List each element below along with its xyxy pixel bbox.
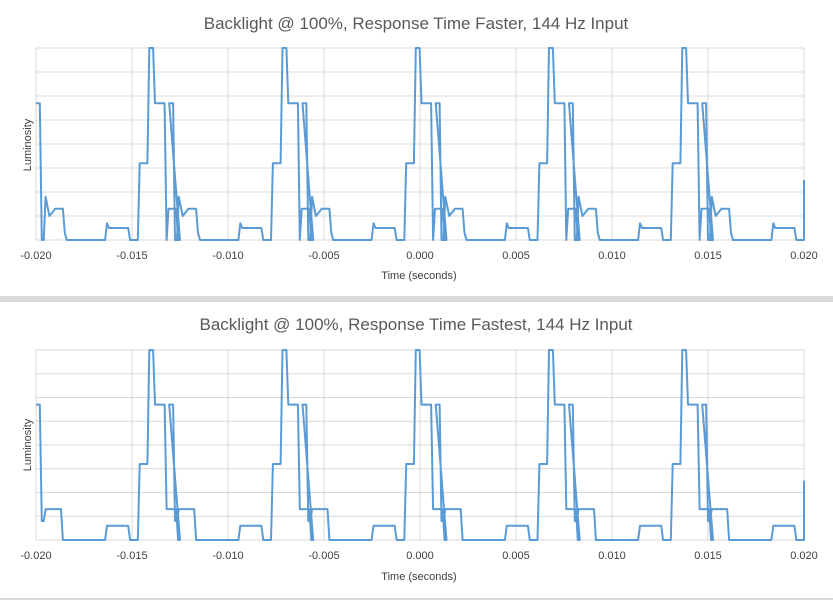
x-tick-label: -0.010 — [212, 250, 243, 262]
x-tick-label: 0.015 — [694, 250, 722, 262]
x-axis-label: Time (seconds) — [381, 571, 456, 583]
x-axis-label: Time (seconds) — [381, 270, 456, 282]
chart-svg-bottom: Backlight @ 100%, Response Time Fastest,… — [20, 315, 817, 583]
x-tick-label: 0.000 — [406, 250, 434, 262]
x-tick-label: 0.010 — [598, 250, 626, 262]
x-tick-label: -0.005 — [308, 250, 339, 262]
x-tick-label: 0.005 — [502, 250, 530, 262]
x-tick-label: -0.015 — [116, 550, 147, 562]
chart-panel-top: Backlight @ 100%, Response Time Faster, … — [0, 0, 833, 296]
luminosity-series-line — [36, 349, 805, 541]
chart-title: Backlight @ 100%, Response Time Fastest,… — [199, 315, 632, 334]
x-tick-label: -0.020 — [20, 550, 51, 562]
y-axis-label: Luminosity — [22, 418, 34, 471]
x-tick-label: -0.010 — [212, 550, 243, 562]
x-tick-label: 0.010 — [598, 550, 626, 562]
x-tick-label: -0.015 — [116, 250, 147, 262]
chart-title: Backlight @ 100%, Response Time Faster, … — [204, 14, 629, 33]
x-tick-label: 0.005 — [502, 550, 530, 562]
x-tick-label: 0.015 — [694, 550, 722, 562]
x-tick-label: -0.020 — [20, 250, 51, 262]
y-axis-label: Luminosity — [22, 118, 34, 171]
chart-panel-bottom: Backlight @ 100%, Response Time Fastest,… — [0, 302, 833, 598]
x-tick-label: 0.020 — [790, 250, 818, 262]
x-tick-label: 0.020 — [790, 550, 818, 562]
x-tick-group: -0.020 -0.015 -0.010 -0.005 0.000 0.005 0.010 0… — [20, 550, 817, 562]
x-tick-label: -0.005 — [308, 550, 339, 562]
x-tick-label: 0.000 — [406, 550, 434, 562]
chart-svg-top: Backlight @ 100%, Response Time Faster, … — [20, 14, 817, 282]
x-tick-group: -0.020 -0.015 -0.010 -0.005 0.000 0.005 0.010 0… — [20, 250, 817, 262]
luminosity-series-line — [36, 47, 805, 241]
grid-group — [35, 47, 805, 241]
